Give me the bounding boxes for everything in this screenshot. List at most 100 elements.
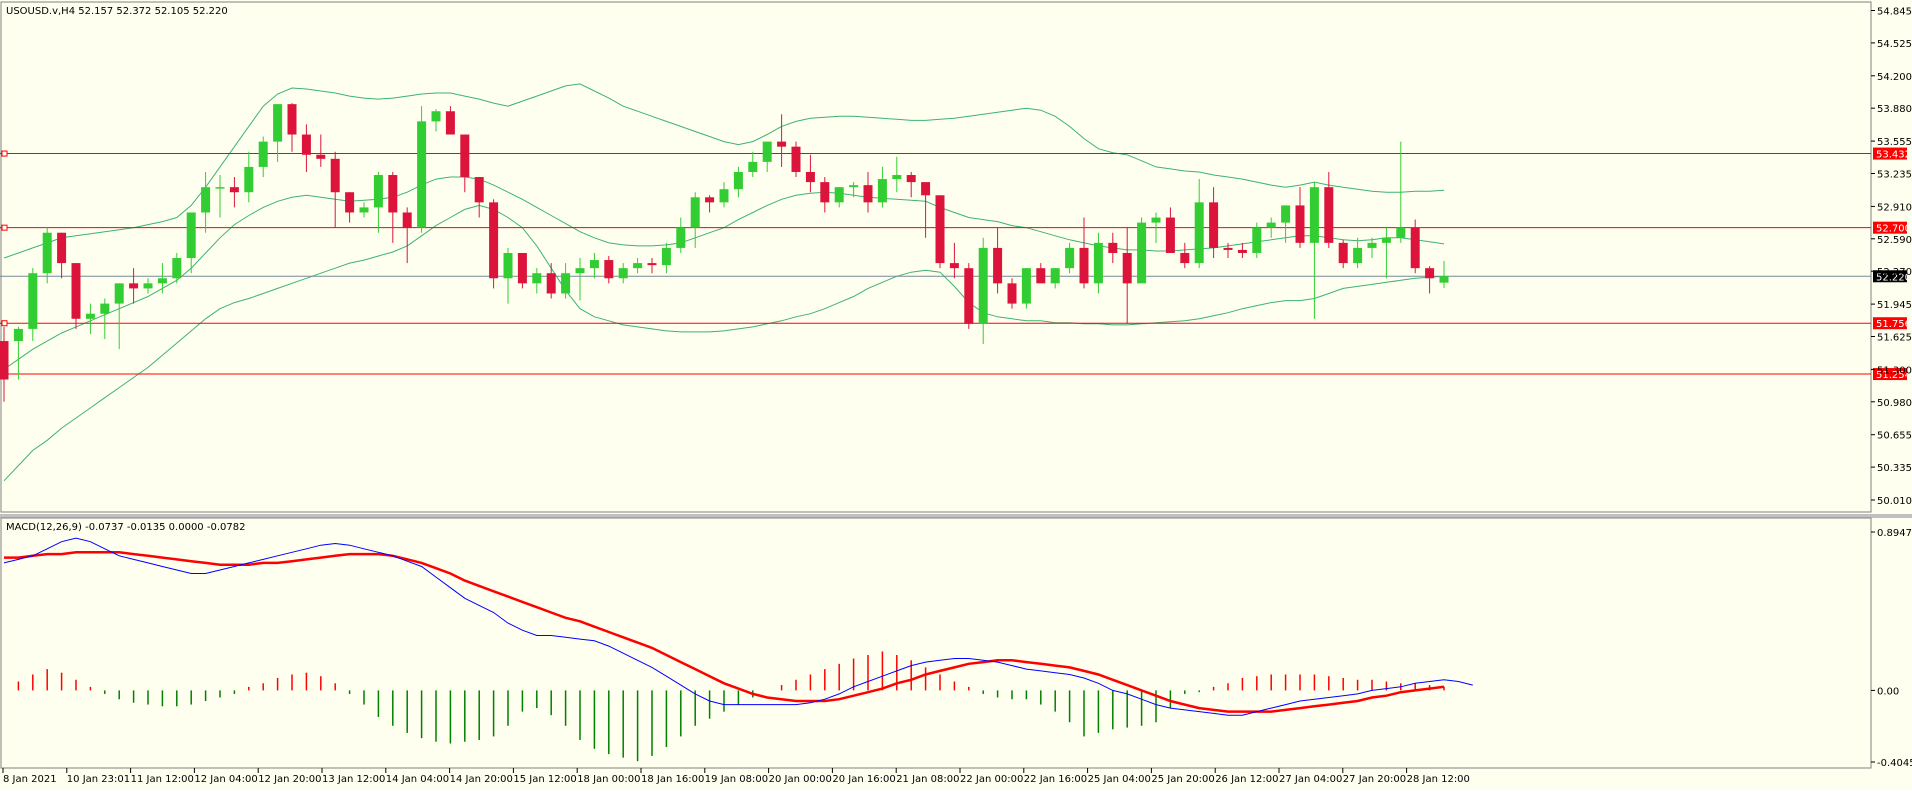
candle-body <box>1108 242 1118 253</box>
candle <box>633 258 643 274</box>
candle <box>417 106 427 233</box>
candle <box>1036 263 1046 284</box>
candle-body <box>978 247 988 324</box>
macd-tick-label: -0.4045 <box>1877 758 1912 769</box>
candles <box>0 103 1449 402</box>
candle-body <box>1165 217 1175 253</box>
candle <box>748 151 758 178</box>
candle-body <box>28 273 38 329</box>
candle <box>1266 217 1276 238</box>
candle-body <box>316 154 326 159</box>
candle <box>1309 182 1319 319</box>
candle-body <box>301 134 311 155</box>
price-tick-label: 53.555 <box>1877 137 1912 148</box>
candle <box>1093 232 1103 294</box>
time-tick-label: 10 Jan 23:01 <box>67 774 130 785</box>
candle <box>1122 227 1132 324</box>
price-tick-label: 50.010 <box>1877 496 1912 507</box>
candle <box>820 177 830 213</box>
level-price-badge <box>1873 147 1907 160</box>
candle-body <box>834 187 844 203</box>
candle-body <box>1021 268 1031 304</box>
price-tick-label: 51.300 <box>1877 365 1912 376</box>
level-price-badge <box>1873 317 1907 330</box>
candle-body <box>1050 268 1060 284</box>
candle <box>359 202 369 218</box>
level-handle[interactable] <box>1 150 8 157</box>
candle <box>949 242 959 279</box>
time-tick-label: 18 Jan 16:00 <box>641 774 704 785</box>
candle-body <box>42 232 52 274</box>
candle <box>172 252 182 284</box>
candle <box>589 252 599 279</box>
bollinger-lower <box>3 204 1445 482</box>
price-tick-label: 52.270 <box>1877 267 1912 278</box>
candle <box>733 166 743 198</box>
candle-body <box>273 104 283 142</box>
price-tick-label: 53.235 <box>1877 170 1912 181</box>
candle-body <box>705 197 715 203</box>
candle-body <box>633 263 643 269</box>
level-handle[interactable] <box>1 320 8 327</box>
candle-body <box>445 111 455 135</box>
macd-tick-label: 0.8947 <box>1877 528 1912 539</box>
candle-body <box>964 268 974 324</box>
candle <box>445 106 455 135</box>
candle <box>129 268 139 304</box>
time-tick-label: 25 Jan 04:00 <box>1088 774 1151 785</box>
candle <box>1324 171 1334 248</box>
macd-pane[interactable]: 0.8947 0.00 -0.4045 MACD(12,26,9) -0.0737 … <box>0 517 1912 769</box>
pane-separator[interactable] <box>0 514 1912 518</box>
candle-body <box>244 166 254 193</box>
candle <box>345 192 355 223</box>
candle <box>618 263 628 284</box>
macd-indicator <box>3 537 1473 762</box>
time-tick-label: 15 Jan 12:00 <box>513 774 576 785</box>
candle <box>604 256 614 284</box>
candle-body <box>1065 247 1075 269</box>
candle-body <box>676 227 686 248</box>
candle-body <box>604 260 614 279</box>
macd-axis: 0.8947 0.00 -0.4045 <box>1871 528 1912 769</box>
candle-body <box>1266 222 1276 228</box>
candle-body <box>1151 217 1161 223</box>
candle-body <box>1353 247 1363 264</box>
level-handle[interactable] <box>1 224 8 231</box>
candle <box>244 151 254 203</box>
time-tick-label: 20 Jan 00:00 <box>769 774 832 785</box>
level-price-badge <box>1873 368 1907 381</box>
price-axis: 54.845 54.525 54.200 53.880 53.555 53.235 52.9… <box>1871 7 1912 507</box>
candle-body <box>114 283 124 304</box>
candle <box>575 258 585 301</box>
candle-body <box>489 202 499 279</box>
candle <box>201 171 211 233</box>
candle-body <box>359 207 369 213</box>
bid-price-label: 52.220 <box>1876 272 1911 283</box>
candle <box>1237 242 1247 259</box>
candle <box>1007 278 1017 309</box>
candle-body <box>402 212 412 228</box>
candle-body <box>1122 252 1132 284</box>
candle-body <box>647 263 657 266</box>
candle-body <box>1194 202 1204 264</box>
time-axis: 8 Jan 2021 10 Jan 23:01 11 Jan 12:00 12 Jan… <box>2 768 1470 785</box>
price-tick-label: 50.335 <box>1877 463 1912 474</box>
candle-body <box>1079 247 1089 284</box>
candle-body <box>201 187 211 213</box>
candle <box>402 207 412 264</box>
candle <box>388 171 398 243</box>
candle <box>0 326 9 402</box>
candle <box>906 171 916 198</box>
candle-body <box>546 273 556 294</box>
candle <box>316 134 326 167</box>
candle-body <box>1295 205 1305 243</box>
symbol-info: USOUSD.v,H4 52.157 52.372 52.105 52.220 <box>6 6 228 17</box>
macd-tick-label: 0.00 <box>1877 686 1899 697</box>
price-tick-label: 52.910 <box>1877 202 1912 213</box>
candle-body <box>762 141 772 162</box>
candle-body <box>532 273 542 284</box>
candle <box>186 212 196 274</box>
candle <box>1223 242 1233 259</box>
